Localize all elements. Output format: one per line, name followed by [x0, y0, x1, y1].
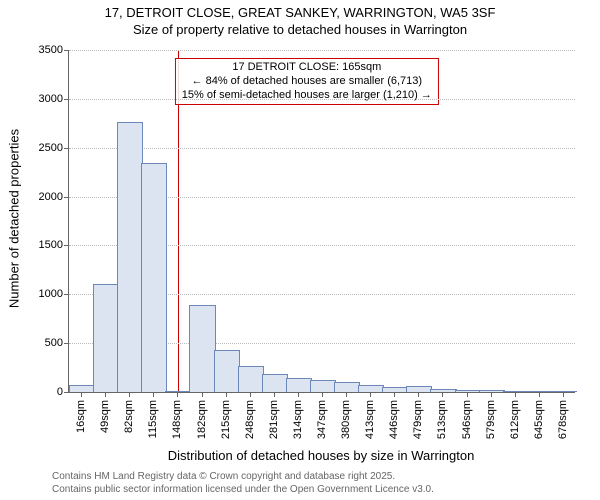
x-tick-label: 49sqm — [99, 400, 111, 433]
x-tick-label: 513sqm — [436, 400, 448, 439]
x-tick-label: 546sqm — [461, 400, 473, 439]
y-tick-label: 3500 — [39, 44, 63, 56]
histogram-bar — [551, 391, 577, 392]
y-tick-label: 2500 — [39, 142, 63, 154]
histogram-bar — [214, 350, 240, 392]
histogram-bar — [69, 385, 95, 392]
x-tick-label: 479sqm — [412, 400, 424, 439]
histogram-bar — [406, 386, 432, 392]
x-tick-label: 281sqm — [268, 400, 280, 439]
y-tick-label: 3000 — [39, 93, 63, 105]
x-tick-label: 115sqm — [147, 400, 159, 438]
annotation-line-3: 15% of semi-detached houses are larger (… — [182, 89, 432, 103]
annotation-line-2: ← 84% of detached houses are smaller (6,… — [182, 75, 432, 89]
plot-area: 17 DETROIT CLOSE: 165sqm ← 84% of detach… — [68, 50, 575, 393]
title-line-1: 17, DETROIT CLOSE, GREAT SANKEY, WARRING… — [0, 5, 600, 20]
histogram-bar — [310, 380, 336, 392]
histogram-bar — [334, 382, 360, 392]
histogram-bar — [430, 389, 456, 392]
histogram-bar — [117, 122, 143, 392]
histogram-bar — [141, 163, 167, 392]
x-tick-label: 248sqm — [244, 400, 256, 439]
x-tick-label: 579sqm — [485, 400, 497, 439]
histogram-bar — [93, 284, 119, 392]
histogram-bar — [189, 305, 215, 392]
histogram-bar — [503, 391, 529, 392]
x-tick-label: 182sqm — [196, 400, 208, 439]
y-tick-label: 500 — [45, 337, 63, 349]
histogram-bar — [238, 366, 264, 392]
footer-text: Contains HM Land Registry data © Crown c… — [52, 470, 434, 496]
histogram-bar — [286, 378, 312, 392]
chart-container: 17, DETROIT CLOSE, GREAT SANKEY, WARRING… — [0, 0, 600, 500]
histogram-bar — [358, 385, 384, 392]
histogram-bar — [382, 387, 408, 392]
y-tick-label: 1500 — [39, 239, 63, 251]
footer-line-2: Contains public sector information licen… — [52, 483, 434, 496]
x-tick-label: 215sqm — [220, 400, 232, 439]
histogram-bar — [479, 390, 505, 392]
histogram-bar — [527, 391, 553, 392]
histogram-bar — [165, 391, 191, 392]
x-tick-label: 380sqm — [340, 400, 352, 439]
y-tick-label: 0 — [57, 386, 63, 398]
x-tick-label: 612sqm — [509, 400, 521, 439]
y-tick-label: 1000 — [39, 288, 63, 300]
histogram-bar — [262, 374, 288, 392]
annotation-line-1: 17 DETROIT CLOSE: 165sqm — [182, 61, 432, 75]
x-tick-label: 446sqm — [388, 400, 400, 439]
x-tick-label: 16sqm — [75, 400, 87, 433]
x-axis-label: Distribution of detached houses by size … — [68, 448, 574, 463]
title-line-2: Size of property relative to detached ho… — [0, 22, 600, 37]
x-tick-label: 678sqm — [557, 400, 569, 439]
y-tick-label: 2000 — [39, 191, 63, 203]
x-tick-label: 148sqm — [171, 400, 183, 439]
x-tick-label: 314sqm — [292, 400, 304, 439]
footer-line-1: Contains HM Land Registry data © Crown c… — [52, 470, 434, 483]
x-tick-label: 413sqm — [364, 400, 376, 439]
histogram-bar — [455, 390, 481, 392]
x-tick-label: 347sqm — [316, 400, 328, 439]
x-tick-label: 645sqm — [533, 400, 545, 439]
x-tick-label: 82sqm — [123, 400, 135, 433]
y-axis-label: Number of detached properties — [7, 109, 22, 329]
